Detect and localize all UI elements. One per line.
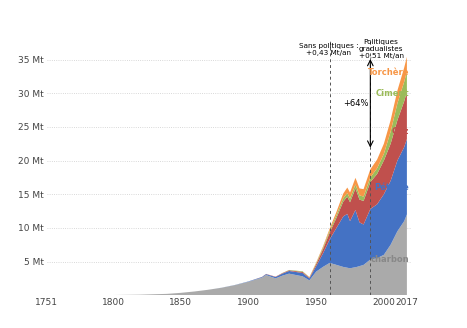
Text: Ciment: Ciment xyxy=(375,89,409,98)
Text: charbon: charbon xyxy=(370,255,409,264)
Text: Sans politiques :
+0,43 Mt/an: Sans politiques : +0,43 Mt/an xyxy=(298,43,358,56)
Text: Politiques
gradualistes
+0,51 Mt/an: Politiques gradualistes +0,51 Mt/an xyxy=(359,39,403,59)
Text: Torchère: Torchère xyxy=(368,68,409,77)
Text: +64%: +64% xyxy=(343,99,368,108)
Text: Gaz: Gaz xyxy=(392,127,409,136)
Text: Pétrole: Pétrole xyxy=(375,183,409,192)
